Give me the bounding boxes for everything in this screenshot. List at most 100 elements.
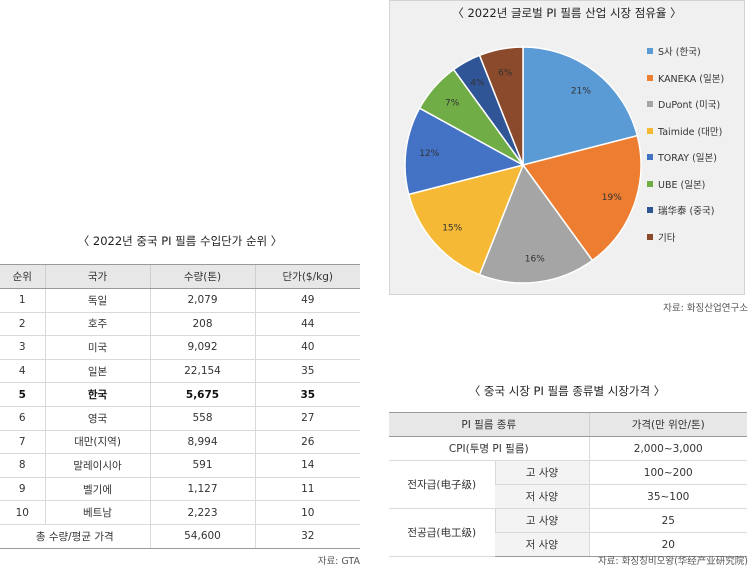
unit-price-cell: 14 — [254, 453, 360, 478]
slice-label: 15% — [442, 223, 462, 233]
legend-swatch — [647, 233, 653, 240]
legend-item: 瑞华泰 (중국) — [647, 197, 747, 224]
electronic-high-label: 고 사양 — [494, 460, 589, 485]
legend-swatch — [647, 101, 653, 108]
total-label: 총 수량/평균 가격 — [0, 524, 150, 549]
quantity-cell: 208 — [149, 312, 255, 337]
electrical-high-label: 고 사양 — [494, 508, 589, 533]
chart-title: 〈 2022년 글로벌 PI 필름 산업 시장 점유율 〉 — [452, 6, 682, 20]
quantity-cell: 1,127 — [149, 477, 255, 502]
table-row: 5 한국 5,675 35 — [0, 382, 360, 407]
pie-slice — [407, 163, 525, 276]
electronic-high-price: 100~200 — [588, 460, 747, 485]
unit-price-cell: 35 — [254, 382, 360, 407]
legend-item: KANEKA (일본) — [647, 65, 747, 92]
legend-item: 기타 — [647, 224, 747, 251]
legend-swatch — [647, 154, 653, 161]
quantity-cell: 5,675 — [149, 382, 255, 407]
country-cell: 벨기에 — [44, 477, 150, 502]
unit-price-cell: 40 — [254, 335, 360, 360]
price-table-title: 〈 중국 시장 PI 필름 종류별 시장가격 〉 — [468, 384, 666, 398]
table-row: 저 사양 20 — [389, 532, 747, 557]
legend-label: 瑞华泰 (중국) — [658, 206, 715, 218]
header-unit-price: 단가($/kg) — [254, 264, 360, 289]
slice-label: 16% — [525, 255, 545, 265]
rank-cell: 3 — [0, 335, 45, 360]
price-table-source: 자료: 화징칭비오왕(华经产业研究院) — [597, 556, 748, 567]
total-row: 총 수량/평균 가격 54,600 32 — [0, 524, 360, 549]
import-table-source: 자료: GTA — [317, 556, 360, 567]
legend-label: DuPont (미국) — [658, 100, 721, 112]
table-row: 2 호주 208 44 — [0, 312, 360, 337]
legend-label: 기타 — [658, 232, 676, 244]
legend-swatch — [647, 48, 653, 55]
quantity-cell: 22,154 — [149, 359, 255, 384]
legend-label: Taimide (대만) — [658, 126, 723, 138]
slice-label: 19% — [602, 193, 622, 203]
price-table: PI 필름 종류 가격(만 위안/톤) CPI(투명 PI 필름) 2,000~… — [389, 412, 747, 557]
table-row: 4 일본 22,154 35 — [0, 359, 360, 384]
rank-cell: 4 — [0, 359, 45, 384]
unit-price-cell: 27 — [254, 406, 360, 431]
legend-swatch — [647, 180, 653, 187]
table-row: 전공급(电工级) 고 사양 25 — [389, 508, 747, 557]
unit-price-cell: 11 — [254, 477, 360, 502]
import-table-title: 〈 2022년 중국 PI 필름 수입단가 순위 〉 — [77, 234, 283, 248]
header-quantity: 수량(톤) — [149, 264, 255, 289]
electrical-low-price: 20 — [588, 532, 747, 557]
import-price-table: 순위 국가 수량(톤) 단가($/kg) 1 독일 2,079 49 2 호주 208 44 3… — [0, 264, 360, 549]
rank-cell: 9 — [0, 477, 45, 502]
country-cell: 말레이시아 — [44, 453, 150, 478]
cpi-price: 2,000~3,000 — [588, 436, 747, 461]
electronic-low-price: 35~100 — [588, 484, 747, 509]
unit-price-cell: 44 — [254, 312, 360, 337]
slice-label: 7% — [445, 99, 460, 109]
total-quantity: 54,600 — [149, 524, 255, 549]
rank-cell: 5 — [0, 382, 45, 407]
legend-item: Taimide (대만) — [647, 118, 747, 145]
table-row: 저 사양 35~100 — [389, 484, 747, 509]
legend-item: UBE (일본) — [647, 171, 747, 198]
rank-cell: 7 — [0, 430, 45, 455]
rank-cell: 6 — [0, 406, 45, 431]
pie-slice — [522, 46, 639, 166]
country-cell: 호주 — [44, 312, 150, 337]
legend-swatch — [647, 207, 653, 214]
electronic-low-label: 저 사양 — [495, 484, 589, 509]
rank-cell: 1 — [0, 288, 45, 313]
pie-chart: 21% 19% 16% 15% 12% 7% 4% 6% — [404, 46, 642, 284]
table-row: CPI(투명 PI 필름) 2,000~3,000 — [389, 436, 747, 461]
table-row: 10 베트남 2,223 10 — [0, 500, 360, 525]
table-row: 8 말레이시아 591 14 — [0, 453, 360, 478]
legend-label: TORAY (일본) — [658, 153, 717, 165]
electrical-high-price: 25 — [588, 508, 747, 533]
pie-slice — [478, 46, 524, 166]
country-cell: 독일 — [44, 288, 150, 313]
legend-swatch — [647, 127, 653, 134]
cpi-label: CPI(투명 PI 필름) — [389, 436, 589, 461]
rank-cell: 10 — [0, 500, 45, 525]
legend-label: UBE (일본) — [658, 179, 706, 191]
table-row: 1 독일 2,079 49 — [0, 288, 360, 313]
quantity-cell: 8,994 — [149, 430, 255, 455]
rank-cell: 2 — [0, 312, 45, 337]
country-cell: 영국 — [44, 406, 150, 431]
rank-cell: 8 — [0, 453, 45, 478]
unit-price-cell: 10 — [254, 500, 360, 525]
header-price: 가격(만 위안/톤) — [588, 412, 747, 437]
header-rank: 순위 — [0, 264, 45, 289]
country-cell: 베트남 — [44, 500, 150, 525]
header-country: 국가 — [44, 264, 150, 289]
pie-slice — [521, 134, 642, 262]
electronic-grade-label: 전자급(电子级) — [389, 460, 495, 509]
quantity-cell: 9,092 — [149, 335, 255, 360]
slice-label: 21% — [571, 86, 591, 96]
quantity-cell: 2,079 — [149, 288, 255, 313]
unit-price-cell: 26 — [254, 430, 360, 455]
quantity-cell: 558 — [149, 406, 255, 431]
country-cell: 미국 — [44, 335, 150, 360]
electrical-grade-label: 전공급(电工级) — [389, 508, 495, 557]
legend-item: DuPont (미국) — [647, 91, 747, 118]
legend-swatch — [647, 74, 653, 81]
pie-slice — [478, 163, 594, 284]
